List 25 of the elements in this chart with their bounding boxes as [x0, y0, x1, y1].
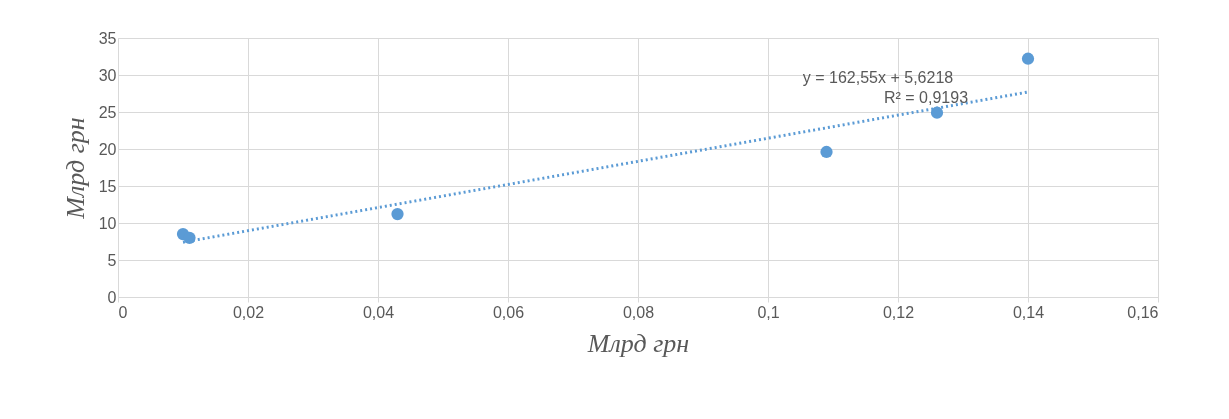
x-tick-label: 0,04	[362, 303, 395, 321]
x-axis-title: Млрд грн	[586, 328, 690, 358]
x-tick-label: 0,12	[882, 303, 915, 321]
x-tick-label: 0,14	[1012, 303, 1045, 321]
x-tick-label: 0,02	[232, 303, 265, 321]
y-tick-label: 35	[98, 29, 117, 47]
annotation: y = 162,55x + 5,6218	[802, 69, 954, 86]
x-tick-label: 0,16	[1127, 303, 1159, 321]
y-tick-label: 10	[98, 214, 117, 232]
x-tick-label: 0	[118, 303, 128, 321]
y-tick-label: 30	[98, 66, 117, 84]
y-tick-label: 5	[107, 251, 117, 269]
point	[820, 145, 833, 159]
y-tick-label: 0	[107, 288, 117, 306]
x-tick-label: 0,1	[757, 303, 780, 321]
y-axis-title: Млрд грн	[60, 117, 90, 220]
x-tick-label: 0,08	[622, 303, 655, 321]
annotation: R² = 0,9193	[883, 89, 969, 106]
y-tick-label: 25	[98, 103, 117, 121]
y-tick-label: 15	[98, 177, 117, 195]
point	[930, 106, 944, 119]
y-tick-label: 20	[98, 140, 117, 158]
x-tick-label: 0,06	[492, 303, 525, 321]
point	[391, 208, 404, 221]
point	[1021, 52, 1035, 65]
